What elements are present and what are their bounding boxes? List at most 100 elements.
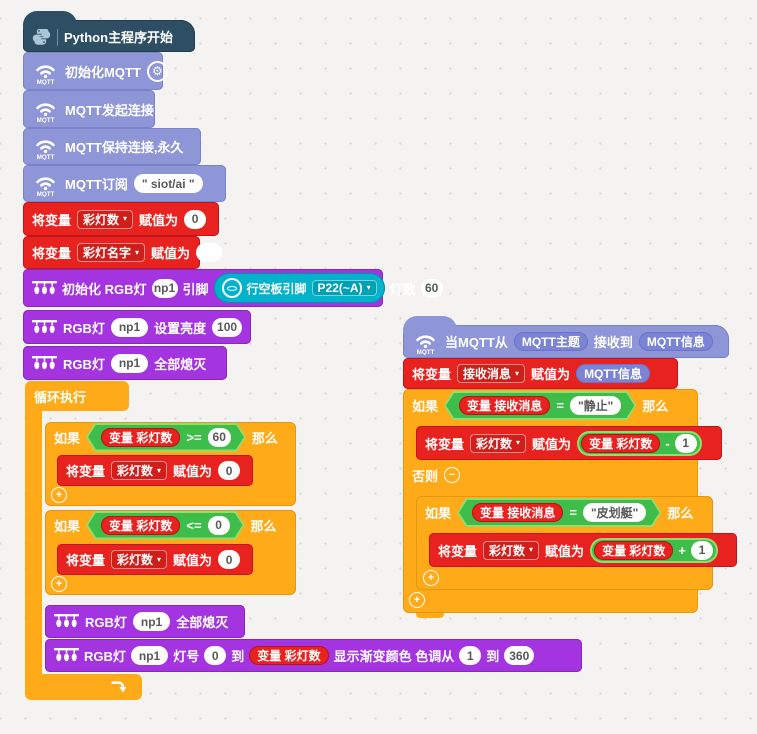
message-reporter[interactable]: MQTT信息 <box>638 332 713 351</box>
led-strip-icon <box>32 355 57 372</box>
led-strip-icon <box>54 647 79 664</box>
variable-reporter[interactable]: 变量 彩灯数 <box>101 428 180 447</box>
loop-forever-foot[interactable] <box>25 674 142 700</box>
value-input[interactable]: "皮划艇" <box>583 503 646 522</box>
block-set-received-msg[interactable]: 将变量 接收消息 ▾ 赋值为 MQTT信息 <box>403 358 678 389</box>
value-input[interactable]: 1 <box>691 540 713 560</box>
add-branch-button[interactable]: + <box>409 592 425 608</box>
label: 赋值为 <box>173 464 213 479</box>
block-mqtt-init[interactable]: MQTT 初始化MQTT ⚙ <box>23 52 168 90</box>
variable-reporter[interactable]: 变量 接收消息 <box>459 396 550 415</box>
operator-label: <= <box>186 517 202 533</box>
add-branch-button[interactable]: + <box>51 487 67 503</box>
led-strip-icon <box>54 613 79 630</box>
hue-from-input[interactable]: 1 <box>459 646 482 665</box>
loop-forever-arm <box>25 410 42 674</box>
brightness-input[interactable]: 100 <box>212 317 242 337</box>
block-rgb-all-off[interactable]: RGB灯 np1 全部熄灭 <box>23 346 227 380</box>
condition-boolean[interactable]: 变量 彩灯数 >= 60 <box>86 423 246 452</box>
label: 那么 <box>250 518 277 534</box>
block-label: MQTT发起连接 <box>65 102 154 118</box>
value-input-empty[interactable] <box>196 243 223 262</box>
add-branch-button[interactable]: + <box>423 570 439 586</box>
label: 灯数 <box>389 281 416 297</box>
add-operator[interactable]: 变量 彩灯数 + 1 <box>590 537 718 563</box>
strip-name-input[interactable]: np1 <box>130 646 169 665</box>
label: 赋值为 <box>532 436 572 452</box>
value-input[interactable]: 0 <box>184 209 207 229</box>
variable-dropdown[interactable]: 接收消息 ▾ <box>457 364 526 383</box>
block-mqtt-subscribe[interactable]: MQTT MQTT订阅 " siot/ai " <box>23 165 226 202</box>
operator-label: + <box>678 542 686 558</box>
condition-boolean[interactable]: 变量 接收消息 = "静止" <box>444 391 636 420</box>
block-set-lights-zero[interactable]: 将变量 彩灯数 ▾ 赋值为 0 <box>23 202 219 236</box>
block-rgb-gradient[interactable]: RGB灯 np1 灯号 0 到 变量 彩灯数 显示渐变颜色 色调从 1 到 36… <box>45 639 582 672</box>
block-rgb-all-off[interactable]: RGB灯 np1 全部熄灭 <box>45 605 245 638</box>
variable-reporter[interactable]: 变量 彩灯数 <box>249 646 329 665</box>
variable-reporter[interactable]: 变量 彩灯数 <box>101 516 180 535</box>
label: 将变量 <box>412 367 452 382</box>
label: 将变量 <box>32 212 72 228</box>
hue-to-input[interactable]: 360 <box>504 646 535 665</box>
value-input[interactable]: 0 <box>218 461 241 480</box>
block-label: 初始化MQTT <box>65 64 141 80</box>
label: 如果 <box>54 518 81 534</box>
block-label: Python主程序开始 <box>64 29 174 45</box>
block-rgb-init[interactable]: 初始化 RGB灯 np1 引脚 行空板引脚 P22(~A) ▾ 灯数 60 <box>23 269 443 307</box>
value-input[interactable]: "静止" <box>570 396 621 415</box>
label: 那么 <box>251 430 278 446</box>
variable-dropdown[interactable]: 彩灯数 ▾ <box>111 550 168 569</box>
led-strip-icon <box>32 319 57 336</box>
gear-icon[interactable]: ⚙ <box>146 60 168 82</box>
block-mqtt-on-receive[interactable]: MQTT 当MQTT从 MQTT主题 接收到 MQTT信息 <box>403 316 729 358</box>
block-label: MQTT订阅 <box>65 177 128 192</box>
block-set-lights-zero[interactable]: 将变量 彩灯数 ▾ 赋值为 0 <box>57 455 253 486</box>
topic-input[interactable]: " siot/ai " <box>133 174 203 193</box>
pin-dropdown[interactable]: P22(~A) ▾ <box>311 280 377 296</box>
count-input[interactable]: 60 <box>420 278 443 298</box>
lamp-from-input[interactable]: 0 <box>204 646 227 665</box>
label: 初始化 RGB灯 <box>62 281 147 297</box>
variable-reporter[interactable]: 变量 彩灯数 <box>581 433 661 453</box>
block-rgb-brightness[interactable]: RGB灯 np1 设置亮度 100 <box>23 310 251 344</box>
variable-dropdown[interactable]: 彩灯数 ▾ <box>483 540 540 560</box>
strip-name-input[interactable]: np1 <box>151 278 178 298</box>
block-python-start[interactable]: Python主程序开始 <box>23 11 195 52</box>
subtract-operator[interactable]: 变量 彩灯数 - 1 <box>577 430 702 456</box>
variable-reporter[interactable]: 变量 接收消息 <box>472 503 563 522</box>
block-mqtt-keepalive[interactable]: MQTT MQTT保持连接,永久 <box>23 128 201 165</box>
variable-dropdown[interactable]: 彩灯数 ▾ <box>77 209 134 229</box>
variable-dropdown[interactable]: 彩灯名字 ▾ <box>77 243 146 262</box>
board-pin-block[interactable]: 行空板引脚 P22(~A) ▾ <box>213 273 385 303</box>
topic-reporter[interactable]: MQTT主题 <box>513 332 588 351</box>
block-set-lightname[interactable]: 将变量 彩灯名字 ▾ 赋值为 <box>23 236 223 269</box>
block-increment-lights[interactable]: 将变量 彩灯数 ▾ 赋值为 变量 彩灯数 + 1 <box>429 533 737 567</box>
variable-dropdown[interactable]: 彩灯数 ▾ <box>470 433 527 453</box>
value-input[interactable]: 0 <box>218 550 241 569</box>
operator-label: >= <box>186 429 202 445</box>
block-decrement-lights[interactable]: 将变量 彩灯数 ▾ 赋值为 变量 彩灯数 - 1 <box>416 426 722 460</box>
strip-name-input[interactable]: np1 <box>110 353 149 373</box>
label: 赋值为 <box>139 212 179 228</box>
loop-forever-head[interactable] <box>25 381 129 411</box>
label: 接收到 <box>593 335 633 350</box>
value-input[interactable]: 1 <box>674 433 697 453</box>
label: RGB灯 <box>84 649 126 664</box>
value-input[interactable]: 0 <box>208 516 230 535</box>
block-set-lights-zero[interactable]: 将变量 彩灯数 ▾ 赋值为 0 <box>57 544 253 575</box>
value-input[interactable]: 60 <box>208 428 231 447</box>
message-reporter[interactable]: MQTT信息 <box>576 364 651 383</box>
variable-dropdown[interactable]: 彩灯数 ▾ <box>111 461 168 480</box>
strip-name-input[interactable]: np1 <box>110 317 149 337</box>
block-mqtt-connect[interactable]: MQTT MQTT发起连接 <box>23 90 155 128</box>
variable-reporter[interactable]: 变量 彩灯数 <box>594 540 674 560</box>
label: 将变量 <box>66 464 106 479</box>
mqtt-icon: MQTT <box>32 170 59 197</box>
label: 当MQTT从 <box>445 335 508 350</box>
add-branch-button[interactable]: + <box>51 576 67 592</box>
condition-boolean[interactable]: 变量 彩灯数 <= 0 <box>86 511 245 540</box>
remove-branch-button[interactable]: − <box>444 467 461 483</box>
strip-name-input[interactable]: np1 <box>132 612 171 631</box>
condition-boolean[interactable]: 变量 接收消息 = "皮划艇" <box>457 498 661 527</box>
mqtt-icon: MQTT <box>412 328 439 355</box>
